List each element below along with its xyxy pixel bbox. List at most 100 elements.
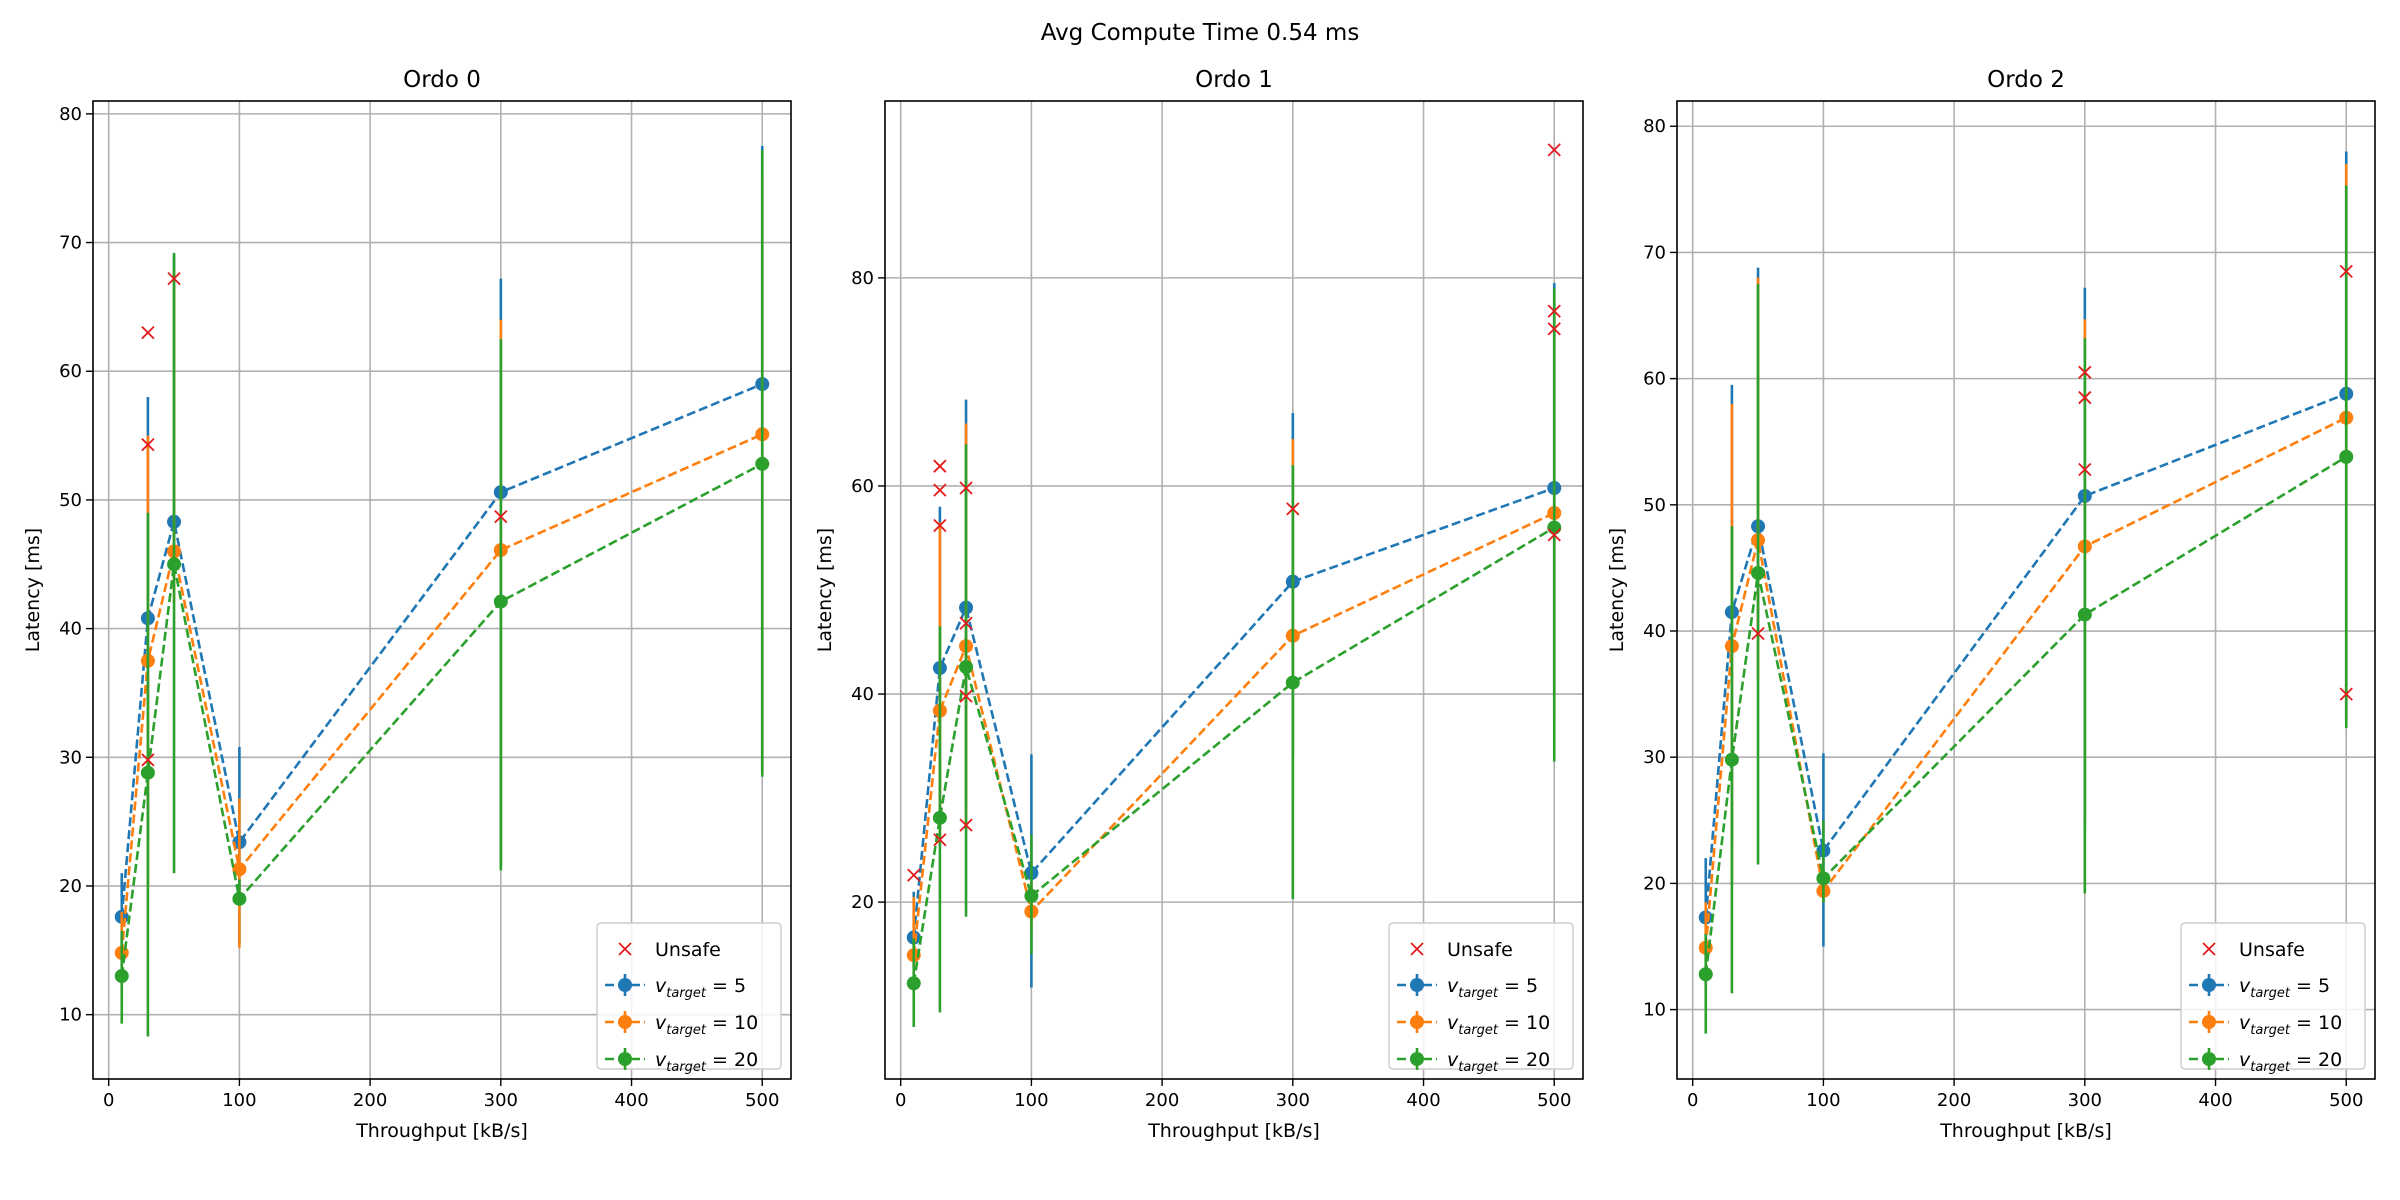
data-point	[140, 765, 155, 780]
data-point	[167, 557, 182, 572]
unsafe-stroke	[2339, 264, 2353, 278]
y-tick-label: 50	[1643, 495, 1666, 516]
data-point	[2339, 449, 2354, 464]
unsafe-stroke	[2339, 687, 2353, 701]
unsafe-stroke	[959, 818, 973, 832]
axes-frame	[1676, 100, 2376, 1080]
series-line	[1704, 392, 2347, 918]
axes-frame	[884, 100, 1584, 1080]
y-tick-label: 70	[1643, 242, 1666, 263]
unsafe-marker	[907, 868, 921, 882]
unsafe-marker	[933, 483, 947, 497]
unsafe-stroke	[2078, 390, 2092, 405]
unsafe-marker	[494, 510, 508, 524]
x-axis-label: Throughput [kB/s]	[1147, 1120, 1320, 1142]
unsafe-marker	[2078, 365, 2092, 379]
unsafe-stroke	[494, 510, 508, 524]
y-tick-label: 60	[59, 361, 82, 382]
unsafe-marker	[959, 481, 973, 495]
unsafe-marker	[141, 325, 155, 340]
legend-marker	[618, 1052, 632, 1066]
unsafe-stroke	[933, 459, 947, 473]
unsafe-marker	[1547, 528, 1561, 542]
legend-unsafe-marker	[1410, 942, 1424, 956]
subplot-title: Ordo 1	[1195, 67, 1273, 93]
series-line	[1704, 455, 2347, 975]
data-point	[232, 862, 247, 877]
legend-marker	[2202, 978, 2216, 992]
unsafe-stroke	[1547, 143, 1561, 157]
data-point	[906, 976, 921, 991]
axes-frame	[92, 100, 792, 1080]
y-tick-label: 20	[1643, 873, 1666, 894]
data-point	[1698, 967, 1713, 982]
unsafe-stroke	[1286, 502, 1300, 516]
x-tick-label: 400	[614, 1090, 648, 1111]
data-point	[1724, 752, 1739, 767]
legend-label-unsafe: Unsafe	[1447, 939, 1513, 961]
y-tick-label: 10	[59, 1005, 82, 1026]
unsafe-marker	[933, 518, 947, 533]
legend-label-series: vtarget = 10	[655, 1012, 758, 1038]
legend: Unsafe vtarget = 5 vtarget = 10 vtarget = 2…	[2180, 922, 2366, 1075]
y-tick-label: 30	[59, 747, 82, 768]
series-line	[120, 462, 763, 977]
y-tick-label: 10	[1643, 1000, 1666, 1021]
unsafe-marker	[933, 833, 947, 847]
x-tick-label: 300	[1276, 1090, 1310, 1111]
series-group	[114, 146, 770, 1037]
legend-marker	[1410, 978, 1424, 992]
unsafe-stroke	[1547, 322, 1561, 336]
x-tick-label: 0	[103, 1090, 114, 1111]
unsafe-stroke	[2078, 462, 2092, 477]
x-axis-ticks: 0 100 200 300 400 500	[103, 1079, 779, 1111]
legend-label-series: vtarget = 20	[2239, 1049, 2342, 1075]
legend-label-series: vtarget = 5	[1447, 975, 1538, 1001]
series-group	[1698, 151, 2354, 1034]
unsafe-stroke	[933, 833, 947, 847]
subplot-ordo-0: Ordo 0 0 100 200 300 400 500 10 20 30 40 50 60 70 80 Th…	[22, 67, 792, 1142]
y-tick-label: 20	[851, 892, 874, 913]
series-5	[906, 283, 1562, 988]
unsafe-marker	[167, 271, 181, 286]
x-tick-label: 100	[222, 1090, 256, 1111]
legend-label-unsafe: Unsafe	[655, 939, 721, 961]
unsafe-marker	[141, 753, 155, 767]
x-tick-label: 400	[2198, 1090, 2232, 1111]
series-20	[1698, 185, 2354, 1034]
y-axis-label: Latency [ms]	[22, 528, 44, 652]
y-tick-label: 40	[59, 619, 82, 640]
data-point	[1285, 675, 1300, 690]
x-tick-label: 500	[2329, 1090, 2363, 1111]
x-tick-label: 400	[1406, 1090, 1440, 1111]
x-tick-label: 0	[1687, 1090, 1698, 1111]
unsafe-stroke	[167, 271, 181, 286]
subplot-ordo-1: Ordo 1 0 100 200 300 400 500 20 40 60 80 Throughput…	[814, 67, 1584, 1142]
legend-label-series: vtarget = 20	[1447, 1049, 1550, 1075]
data-point	[1024, 888, 1039, 903]
unsafe-stroke	[959, 616, 973, 630]
unsafe-stroke	[141, 437, 155, 452]
legend-box	[2180, 922, 2366, 1070]
series-20	[114, 149, 770, 1037]
series-10	[114, 178, 770, 989]
data-point	[755, 456, 770, 471]
x-axis-ticks: 0 100 200 300 400 500	[895, 1079, 1571, 1111]
unsafe-marker	[2078, 390, 2092, 405]
unsafe-marker	[959, 689, 973, 703]
unsafe-marker	[959, 818, 973, 832]
unsafe-stroke	[1547, 528, 1561, 542]
series-5	[114, 146, 770, 951]
legend-label-series: vtarget = 10	[2239, 1012, 2342, 1038]
x-tick-label: 300	[484, 1090, 518, 1111]
series-group	[906, 283, 1562, 1027]
x-tick-label: 500	[1537, 1090, 1571, 1111]
unsafe-marker	[141, 437, 155, 452]
y-axis-label: Latency [ms]	[1606, 528, 1628, 652]
unsafe-stroke	[959, 481, 973, 495]
legend-marker	[2202, 1052, 2216, 1066]
legend-box	[596, 922, 782, 1070]
legend-unsafe-marker	[618, 942, 632, 956]
unsafe-markers	[907, 143, 1561, 882]
data-point	[932, 810, 947, 825]
